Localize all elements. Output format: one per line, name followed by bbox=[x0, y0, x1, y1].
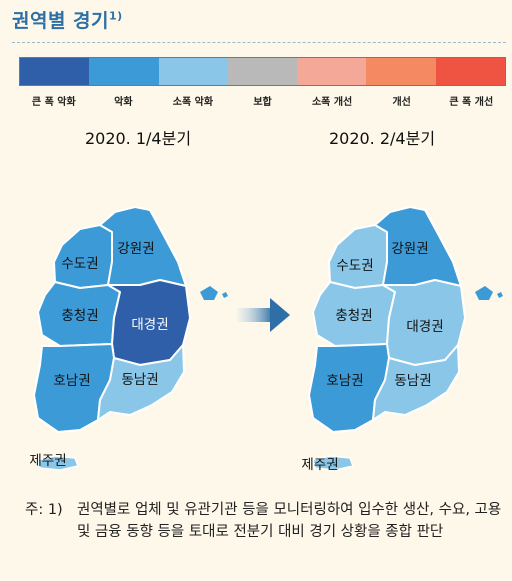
legend-label: 큰 폭 개선 bbox=[449, 97, 494, 108]
period-label-right: 2020. 2/4분기 bbox=[328, 129, 436, 148]
region-label-chungcheong: 충청권 bbox=[61, 308, 99, 324]
legend-label: 악화 bbox=[114, 97, 133, 108]
legend-swatch bbox=[227, 58, 298, 85]
region-label-dongnam: 동남권 bbox=[121, 372, 159, 388]
region-jeju bbox=[37, 455, 80, 471]
island-ulleung bbox=[200, 286, 218, 300]
legend-label: 보합 bbox=[253, 97, 272, 108]
region-jeju bbox=[312, 455, 355, 471]
legend-label: 소폭 악화 bbox=[172, 97, 214, 108]
map-right bbox=[308, 206, 503, 471]
footnote-marker: 주: 1) bbox=[25, 502, 63, 518]
island-ulleung bbox=[475, 286, 493, 300]
legend-swatch bbox=[366, 58, 436, 85]
region-label-gangwon: 강원권 bbox=[117, 241, 155, 257]
legend-swatch bbox=[89, 58, 159, 85]
region-label-jeju: 제주권 bbox=[301, 457, 339, 473]
region-label-sudo: 수도권 bbox=[336, 258, 374, 274]
change-arrow-icon bbox=[237, 298, 290, 332]
island-dokdo bbox=[222, 292, 228, 298]
legend-label: 소폭 개선 bbox=[311, 97, 353, 108]
island-dokdo bbox=[497, 292, 503, 298]
region-dongnam bbox=[372, 344, 460, 421]
region-label-honam: 호남권 bbox=[53, 373, 91, 389]
region-dongnam bbox=[97, 344, 185, 421]
footnote: 주: 1) 권역별로 업체 및 유관기관 등을 모니터링하여 입수한 생산, 수… bbox=[25, 499, 505, 543]
legend-color-bar bbox=[19, 57, 506, 86]
legend-swatch bbox=[435, 58, 505, 85]
legend-swatch bbox=[297, 58, 367, 85]
title-divider bbox=[12, 42, 506, 43]
region-label-jeju: 제주권 bbox=[29, 453, 67, 469]
legend-label: 개선 bbox=[392, 97, 411, 108]
legend-label: 큰 폭 악화 bbox=[31, 97, 76, 108]
region-label-gangwon: 강원권 bbox=[391, 241, 429, 257]
legend-swatch bbox=[158, 58, 228, 85]
footnote-text: 권역별로 업체 및 유관기관 등을 모니터링하여 입수한 생산, 수요, 고용 … bbox=[77, 502, 502, 540]
page-title: 권역별 경기1) bbox=[12, 9, 123, 32]
region-label-dongnam: 동남권 bbox=[394, 373, 432, 389]
region-label-daegyeong: 대경권 bbox=[131, 317, 169, 333]
region-label-chungcheong: 충청권 bbox=[335, 308, 373, 324]
legend-labels: 큰 폭 악화 악화 소폭 악화 보합 소폭 개선 개선 큰 폭 개선 bbox=[19, 93, 506, 108]
map-left bbox=[33, 206, 228, 471]
period-label-left: 2020. 1/4분기 bbox=[84, 129, 192, 148]
region-label-daegyeong: 대경권 bbox=[406, 319, 444, 335]
legend-swatch bbox=[20, 58, 90, 85]
region-label-sudo: 수도권 bbox=[61, 256, 99, 272]
region-label-honam: 호남권 bbox=[326, 373, 364, 389]
